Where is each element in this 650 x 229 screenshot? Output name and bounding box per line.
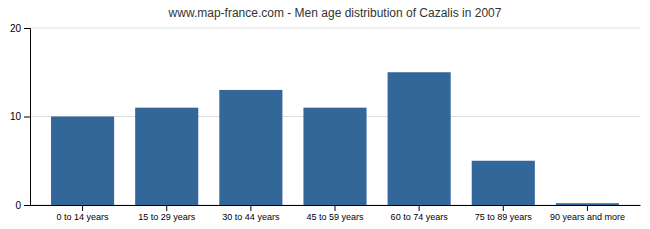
bar	[51, 117, 114, 206]
tick-mark	[166, 205, 167, 211]
tick: 60 to 74 years	[391, 205, 449, 222]
tick: 0 to 14 years	[57, 205, 110, 222]
tick-label: 0	[15, 200, 21, 211]
tick-mark	[587, 205, 588, 211]
tick-label: 0 to 14 years	[57, 212, 110, 222]
chart: 0 10 20 0 to 14 years 15 to 29 years 30 to 44…	[0, 0, 650, 229]
tick-mark	[419, 205, 420, 211]
tick-label: 15 to 29 years	[138, 212, 196, 222]
tick: 75 to 89 years	[475, 205, 533, 222]
tick-label: 60 to 74 years	[391, 212, 449, 222]
tick-label: 75 to 89 years	[475, 212, 533, 222]
tick-label: 10	[10, 111, 22, 122]
tick-mark	[82, 205, 83, 211]
tick: 15 to 29 years	[138, 205, 196, 222]
bar	[303, 108, 366, 205]
tick-mark	[250, 205, 251, 211]
tick: 20	[10, 23, 30, 34]
tick-mark	[335, 205, 336, 211]
tick-label: 90 years and more	[550, 212, 625, 222]
title: www.map-france.com - Men age distributio…	[168, 6, 502, 20]
tick-mark	[24, 205, 30, 206]
tick-label: 20	[10, 23, 22, 34]
tick-label: 30 to 44 years	[222, 212, 280, 222]
tick-mark	[24, 28, 30, 29]
tick: 10	[10, 111, 30, 122]
grid	[30, 28, 640, 205]
bar	[135, 108, 198, 205]
tick-mark	[503, 205, 504, 211]
axis-line	[24, 29, 31, 206]
bars	[51, 72, 619, 205]
x-axis: 0 to 14 years 15 to 29 years 30 to 44 year…	[31, 205, 641, 222]
bar	[388, 72, 451, 205]
bar	[556, 203, 619, 205]
bar	[472, 161, 535, 205]
tick: 0	[15, 200, 30, 211]
tick: 90 years and more	[550, 205, 625, 222]
tick-label: 45 to 59 years	[306, 212, 364, 222]
plot-area: 0 10 20 0 to 14 years 15 to 29 years 30 to 44…	[10, 23, 641, 223]
grid-line	[30, 28, 640, 29]
tick-mark	[24, 117, 30, 118]
tick: 30 to 44 years	[222, 205, 280, 222]
bar	[219, 90, 282, 205]
tick: 45 to 59 years	[306, 205, 364, 222]
y-axis: 0 10 20	[10, 23, 31, 211]
